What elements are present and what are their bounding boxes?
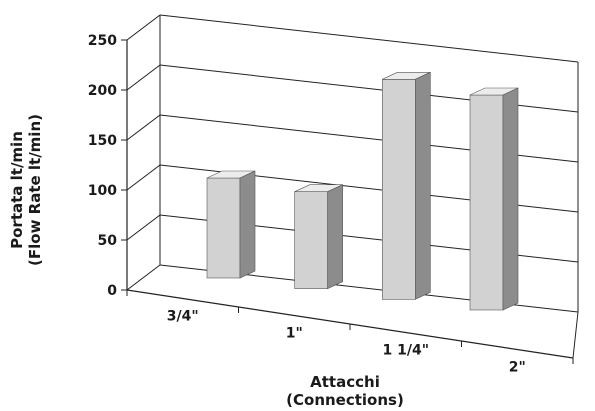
bar (206, 177, 241, 279)
bar-side (502, 87, 519, 311)
bar (469, 94, 504, 311)
tick-labels: 0 50 100 150 200 250 3/4" 1" 1 1/4" 2" (88, 33, 526, 376)
x-axis-title-line2: (Connections) (286, 391, 404, 409)
bar-side (415, 71, 431, 300)
axes (121, 39, 579, 364)
y-tick-label: 200 (88, 83, 117, 99)
y-tick-label: 50 (98, 233, 118, 249)
floor-edge (572, 311, 579, 359)
x-tick-label: 1 1/4" (382, 343, 429, 359)
x-tick-label: 1" (286, 326, 303, 342)
x-tick-label: 2" (509, 360, 526, 376)
side-wall-line (126, 64, 161, 91)
bar-side (239, 170, 256, 279)
y-axis-title-line2: (Flow Rate lt/min) (26, 114, 44, 266)
side-wall-line (126, 264, 161, 291)
bar-side (327, 184, 343, 290)
side-wall-line (126, 164, 161, 191)
bar (382, 79, 416, 300)
side-wall-line (126, 114, 161, 141)
side-wall-line (126, 214, 161, 241)
y-tick-label: 0 (107, 283, 117, 299)
x-tick-label: 3/4" (167, 309, 199, 325)
side-wall-line (126, 14, 161, 41)
y-axis-title-line1: Portata lt/min (8, 131, 26, 249)
bars (206, 71, 519, 311)
y-tick-label: 150 (88, 133, 117, 149)
y-tick-label: 100 (88, 183, 117, 199)
y-tick-label: 250 (88, 33, 117, 49)
x-axis-title-line1: Attacchi (310, 373, 380, 391)
bar (294, 191, 328, 289)
gridline (159, 14, 579, 63)
